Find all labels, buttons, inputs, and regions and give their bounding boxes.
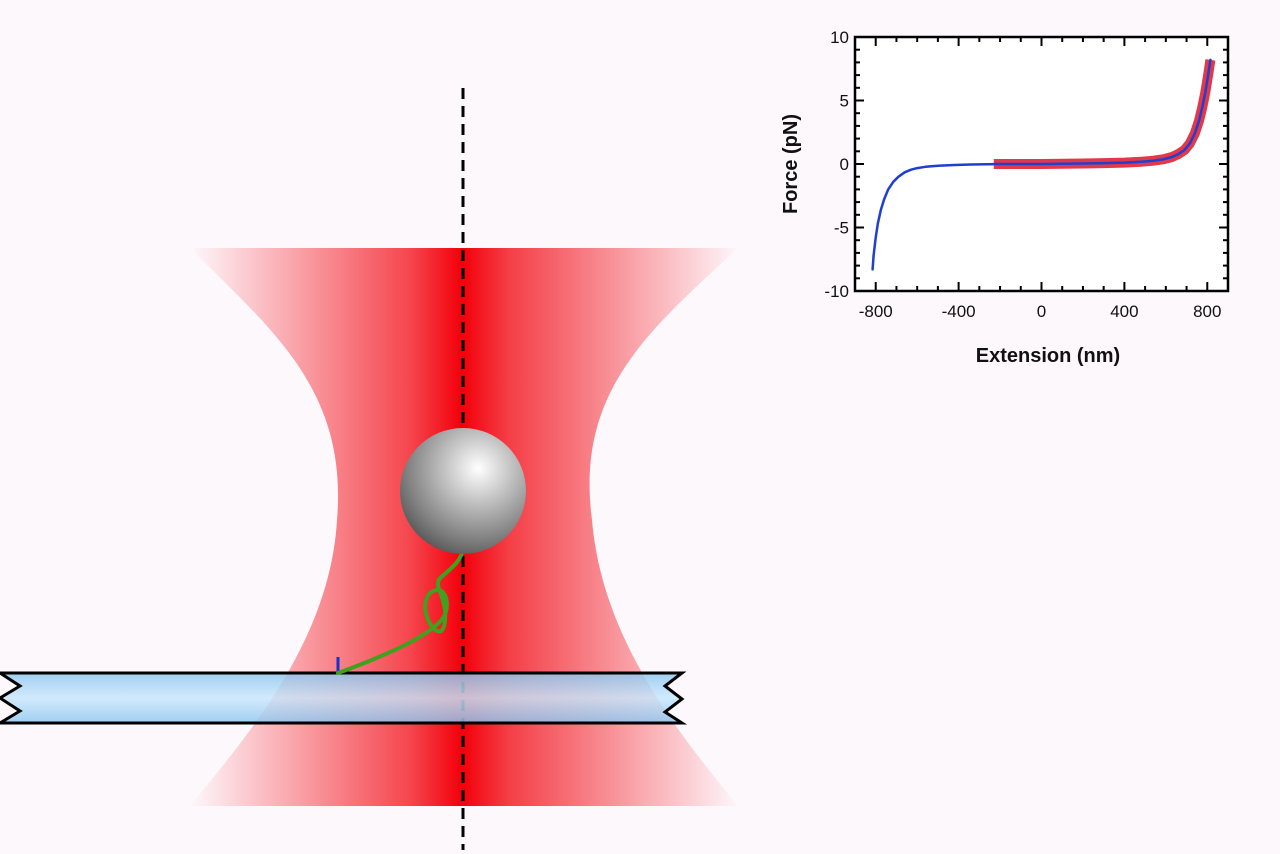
coverslip (0, 671, 688, 725)
x-axis-title: Extension (nm) (976, 345, 1120, 367)
y-tick-label: -5 (834, 219, 849, 238)
y-tick-label: -10 (824, 282, 849, 301)
y-tick-label: 10 (830, 28, 849, 47)
series-line-2 (992, 58, 1212, 166)
x-tick-label: 0 (1037, 302, 1046, 321)
tether-molecule (336, 546, 465, 675)
series-line-0 (871, 162, 998, 271)
trapped-bead (400, 428, 526, 554)
x-tick-label: -400 (942, 302, 976, 321)
y-axis-title: Force (pN) (780, 114, 802, 214)
y-tick-label: 5 (840, 92, 849, 111)
x-tick-label: 800 (1193, 302, 1221, 321)
x-tick-label: -800 (859, 302, 893, 321)
y-tick-label: 0 (840, 155, 849, 174)
x-tick-label: 400 (1110, 302, 1138, 321)
